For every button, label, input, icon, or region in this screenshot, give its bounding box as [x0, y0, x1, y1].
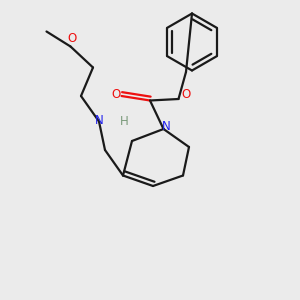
- Text: O: O: [182, 88, 190, 101]
- Text: O: O: [111, 88, 120, 101]
- Text: O: O: [68, 32, 76, 46]
- Text: H: H: [120, 115, 129, 128]
- Text: N: N: [94, 113, 103, 127]
- Text: N: N: [162, 119, 171, 133]
